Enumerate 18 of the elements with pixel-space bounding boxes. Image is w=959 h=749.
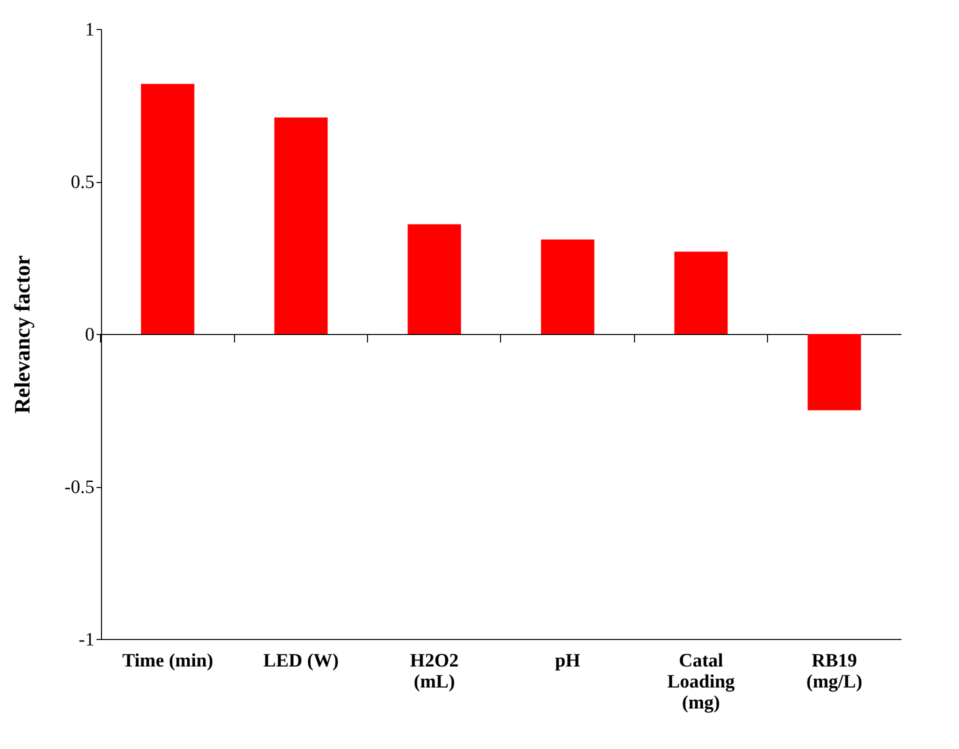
bar: [541, 239, 594, 334]
x-tick-label: Catal Loading (mg): [667, 650, 736, 714]
bar: [141, 84, 194, 334]
bar: [808, 334, 861, 410]
x-tick-label: LED (W): [263, 650, 339, 672]
x-tick-label: H2O2 (mL): [410, 650, 459, 692]
y-tick-label: 0: [85, 324, 94, 346]
y-axis-title: Relevancy factor: [9, 255, 34, 414]
x-tick-label: Time (min): [122, 650, 214, 672]
y-tick-label: -0.5: [64, 477, 94, 498]
bar: [274, 117, 328, 334]
y-tick-label: -1: [78, 630, 94, 650]
bar: [408, 224, 461, 334]
y-tick-label: 1: [85, 20, 94, 40]
x-tick-label: RB19 (mg/L): [806, 650, 862, 692]
x-tick-label: pH: [554, 650, 581, 672]
y-tick-label: 0.5: [70, 172, 94, 193]
bar: [674, 252, 728, 334]
